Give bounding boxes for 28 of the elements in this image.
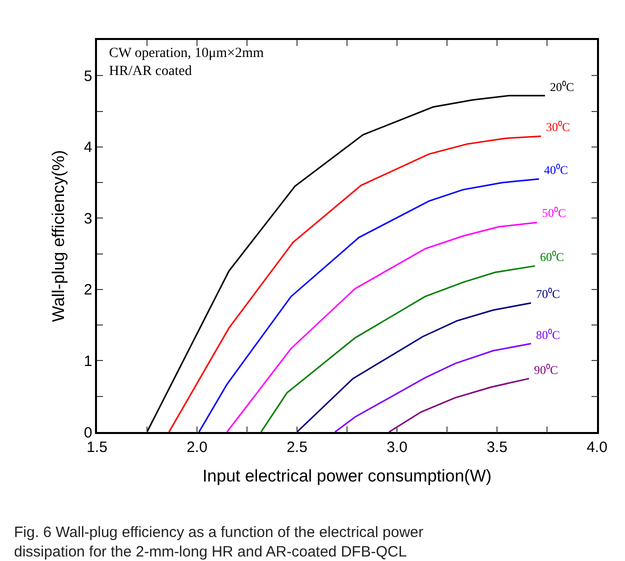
series-label: 80⁰C	[536, 328, 560, 342]
series-label: 60⁰C	[540, 250, 564, 264]
y-tick-label: 5	[84, 68, 92, 85]
series-label: 70⁰C	[536, 287, 560, 301]
x-tick-label: 2.5	[286, 438, 308, 456]
series-label: 90⁰C	[534, 363, 558, 377]
y-tick-label: 1	[84, 352, 92, 370]
x-tick-label: 1.5	[86, 438, 108, 456]
y-tick-label: 0	[84, 424, 92, 442]
y-tick-label: 4	[84, 139, 92, 156]
line-series	[334, 342, 532, 432]
line-series	[296, 302, 532, 432]
line-series	[260, 265, 536, 432]
series-label: 30⁰C	[546, 120, 570, 134]
y-tick-label: 3	[84, 210, 92, 228]
caption: Fig. 6 Wall-plug efficiency as a function of the electrical power dissipation for the 2-mm-long HR and AR-coated DFB-QCL	[14, 524, 424, 560]
series-label: 20⁰C	[550, 80, 574, 94]
x-tick-label: 2.0	[186, 438, 208, 456]
y-axis-title: Wall-plug efficiency(%)	[48, 150, 68, 322]
x-tick-label: 3.0	[386, 438, 408, 456]
y-tick-label: 2	[84, 282, 92, 299]
line-series	[388, 378, 530, 432]
x-tick-label: 3.5	[486, 438, 508, 456]
x-tick-label: 4.0	[586, 438, 608, 456]
annotation: CW operation, 10μm×2mm HR/AR coated	[109, 46, 264, 80]
series-label: 50⁰C	[542, 206, 566, 220]
x-axis-title: Input electrical power consumption(W)	[202, 466, 492, 486]
series-label: 40⁰C	[544, 163, 568, 177]
